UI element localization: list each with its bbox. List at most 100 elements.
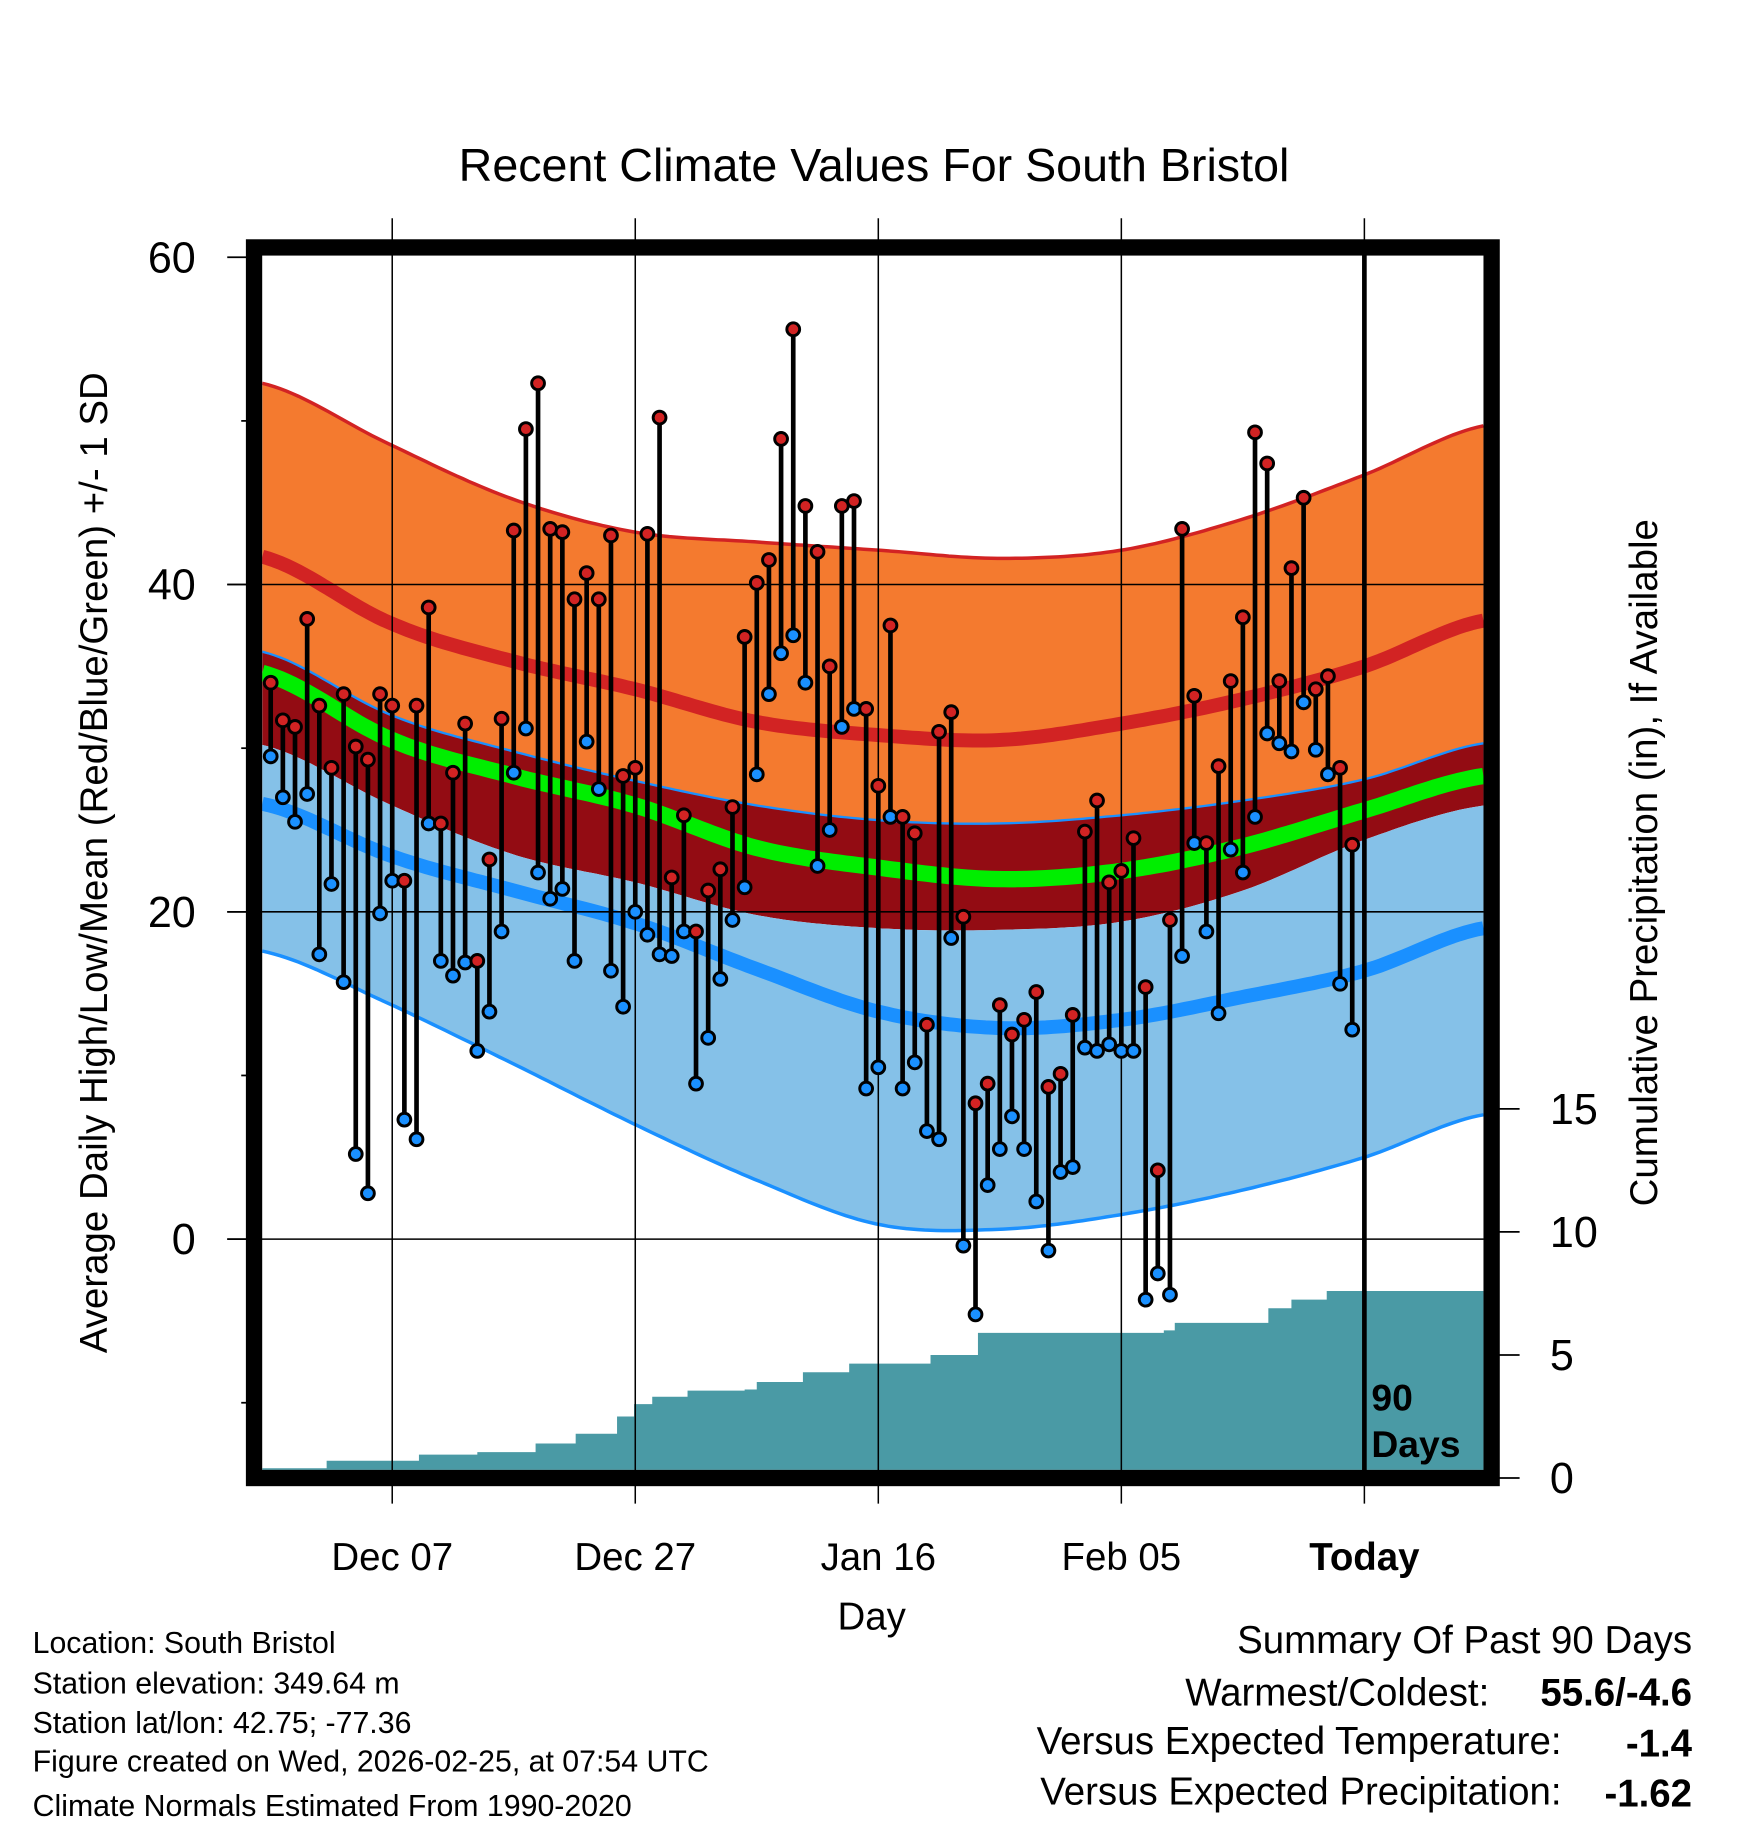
- daily-high-point: [761, 552, 777, 568]
- daily-low-point: [1137, 1291, 1154, 1308]
- daily-high-point: [1234, 609, 1251, 626]
- daily-high-point: [347, 738, 364, 755]
- daily-low-point: [736, 879, 753, 896]
- daily-high-point: [1149, 1162, 1166, 1179]
- daily-high-point: [1028, 984, 1045, 1000]
- daily-low-point: [1259, 725, 1276, 742]
- daily-low-point: [1162, 1286, 1178, 1303]
- daily-low-point: [833, 719, 850, 735]
- daily-low-point: [821, 822, 838, 838]
- daily-low-point: [979, 1177, 996, 1193]
- daily-high-point: [736, 629, 753, 645]
- daily-high-point: [663, 869, 680, 886]
- daily-low-point: [1271, 735, 1288, 752]
- daily-high-point: [1052, 1065, 1069, 1082]
- daily-low-point: [639, 926, 656, 943]
- daily-low-point: [311, 946, 328, 963]
- daily-high-point: [1332, 759, 1348, 776]
- y-tick-label: 20: [148, 889, 196, 937]
- daily-low-point: [578, 733, 595, 750]
- x-tick-label: Dec 27: [574, 1536, 696, 1579]
- y2-tick-label: 0: [1550, 1455, 1574, 1503]
- y-tick-label: 0: [172, 1216, 196, 1264]
- daily-high-point: [785, 321, 802, 338]
- daily-low-point: [469, 1043, 486, 1059]
- daily-high-point: [967, 1095, 984, 1112]
- daily-low-point: [530, 864, 546, 881]
- daily-high-point: [797, 498, 814, 514]
- daily-low-point: [967, 1306, 984, 1323]
- precip-area: [262, 1290, 1484, 1470]
- daily-low-point: [1210, 1005, 1227, 1022]
- daily-high-point: [651, 409, 668, 426]
- daily-high-point: [688, 923, 704, 940]
- daily-high-point: [1247, 424, 1263, 441]
- daily-high-point: [1077, 823, 1093, 840]
- daily-low-point: [931, 1131, 947, 1148]
- daily-low-point: [518, 720, 534, 737]
- daily-high-point: [603, 527, 619, 544]
- daily-low-point: [1198, 923, 1215, 940]
- daily-high-point: [299, 611, 316, 627]
- daily-low-point: [323, 876, 340, 892]
- daily-high-point: [1344, 836, 1361, 853]
- y2-tick-label: 10: [1550, 1209, 1598, 1257]
- daily-high-point: [420, 599, 437, 616]
- daily-high-point: [639, 525, 656, 542]
- daily-low-point: [785, 627, 802, 644]
- daily-high-point: [1004, 1026, 1020, 1043]
- daily-low-point: [1234, 864, 1251, 881]
- daily-low-point: [1174, 948, 1190, 964]
- daily-low-point: [1089, 1043, 1105, 1059]
- daily-low-point: [335, 974, 352, 991]
- daily-high-point: [931, 723, 947, 740]
- summary-panel: Summary Of Past 90 Days Warmest/Coldest:…: [1037, 1619, 1693, 1816]
- x-tick-label: Today: [1309, 1536, 1420, 1579]
- daily-low-point: [493, 923, 510, 940]
- daily-high-point: [1089, 792, 1105, 809]
- daily-high-point: [518, 421, 534, 437]
- daily-high-point: [493, 710, 510, 727]
- info-created: Figure created on Wed, 2026-02-25, at 07…: [33, 1746, 709, 1779]
- daily-high-point: [906, 825, 923, 842]
- y2-axis-label: Cumulative Precipitation (in), If Availa…: [1623, 519, 1666, 1206]
- daily-high-point: [372, 686, 388, 703]
- daily-high-point: [1174, 521, 1190, 537]
- daily-low-point: [554, 881, 571, 897]
- summary-title: Summary Of Past 90 Days: [1237, 1619, 1692, 1662]
- daily-high-point: [287, 719, 303, 735]
- daily-low-point: [1064, 1159, 1081, 1175]
- today-annotation: Days: [1371, 1423, 1460, 1465]
- daily-low-point: [396, 1111, 413, 1128]
- daily-low-point: [1125, 1043, 1142, 1059]
- summary-temp-value: -1.4: [1626, 1723, 1693, 1766]
- summary-warmest-value: 55.6/-4.6: [1540, 1671, 1692, 1714]
- daily-low-point: [773, 645, 789, 662]
- daily-high-point: [566, 591, 583, 608]
- daily-high-point: [262, 674, 279, 691]
- daily-high-point: [481, 851, 498, 868]
- daily-high-point: [384, 697, 401, 714]
- daily-high-point: [846, 493, 862, 509]
- daily-low-point: [408, 1131, 425, 1148]
- daily-high-point: [1271, 673, 1288, 689]
- daily-high-point: [991, 997, 1008, 1013]
- daily-high-point: [615, 768, 631, 784]
- daily-high-point: [469, 953, 486, 969]
- daily-high-point: [943, 704, 960, 721]
- chart-title: Recent Climate Values For South Bristol: [459, 139, 1290, 191]
- daily-low-point: [262, 748, 279, 765]
- daily-high-point: [955, 908, 972, 925]
- daily-low-point: [372, 905, 388, 922]
- daily-low-point: [943, 930, 960, 946]
- daily-low-point: [1016, 1141, 1032, 1157]
- daily-low-point: [603, 962, 619, 979]
- daily-high-point: [1210, 758, 1227, 775]
- daily-high-point: [1113, 863, 1130, 879]
- daily-high-point: [530, 375, 546, 392]
- daily-high-point: [457, 715, 474, 732]
- daily-high-point: [773, 431, 789, 447]
- daily-high-point: [1295, 489, 1312, 506]
- daily-high-point: [445, 764, 461, 781]
